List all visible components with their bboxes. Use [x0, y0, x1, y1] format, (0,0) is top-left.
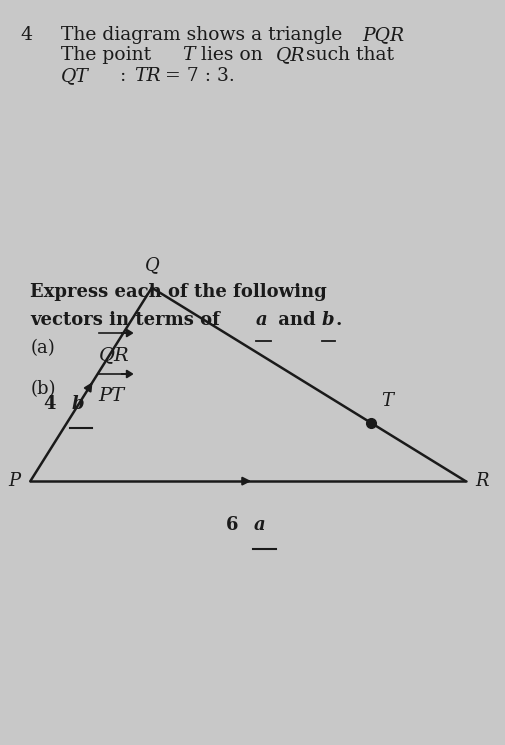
Text: such that: such that — [299, 46, 393, 64]
Text: lies on: lies on — [194, 46, 268, 64]
Text: P: P — [8, 472, 20, 490]
Text: b: b — [321, 311, 334, 329]
Text: .: . — [335, 311, 342, 329]
Text: Express each of the following: Express each of the following — [30, 283, 326, 301]
Text: R: R — [475, 472, 488, 490]
Text: PQR: PQR — [361, 26, 403, 44]
Text: PT: PT — [98, 387, 125, 405]
Text: TR: TR — [134, 67, 161, 85]
Text: and: and — [271, 311, 321, 329]
Text: The diagram shows a triangle: The diagram shows a triangle — [61, 26, 347, 44]
Text: a: a — [254, 516, 265, 534]
Text: a: a — [255, 311, 267, 329]
Text: vectors in terms of: vectors in terms of — [30, 311, 226, 329]
Text: QT: QT — [61, 67, 88, 85]
Text: .: . — [389, 26, 395, 44]
Text: (b): (b) — [30, 380, 56, 398]
Text: T: T — [381, 392, 393, 410]
Text: Q: Q — [144, 256, 159, 275]
Text: T: T — [182, 46, 194, 64]
Text: QR: QR — [275, 46, 305, 64]
Text: :: : — [114, 67, 132, 85]
Text: The point: The point — [61, 46, 157, 64]
Text: = 7 : 3.: = 7 : 3. — [159, 67, 235, 85]
Text: 4: 4 — [43, 395, 56, 413]
Text: 6: 6 — [226, 516, 238, 534]
Text: (a): (a) — [30, 339, 55, 357]
Text: QR: QR — [98, 346, 129, 364]
Text: 4: 4 — [20, 26, 32, 44]
Text: b: b — [71, 395, 84, 413]
